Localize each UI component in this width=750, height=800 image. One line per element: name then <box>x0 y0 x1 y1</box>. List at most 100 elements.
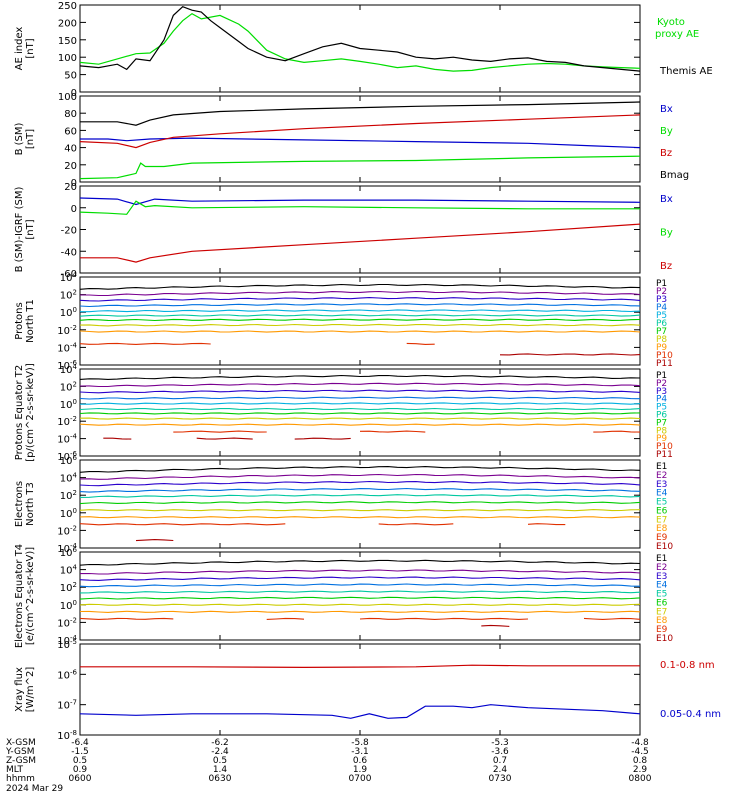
y-axis-label: Electrons Equator T4 <box>14 544 25 648</box>
legend-entry: By <box>660 228 673 239</box>
channel-line-p10 <box>593 430 641 433</box>
legend-entry: E10 <box>656 634 673 644</box>
channel-line-e2 <box>79 473 641 480</box>
legend-entry: E8 <box>656 616 668 626</box>
x-row-value: 2.9 <box>633 765 648 775</box>
y-tick-label: 102 <box>60 581 77 594</box>
y-axis-unit: [W/m^2] <box>25 667 36 713</box>
legend-entry: P5 <box>656 403 667 413</box>
x-row-value: -5.3 <box>491 738 509 748</box>
legend-entry: Bx <box>660 104 673 115</box>
y-tick-label: 10-2 <box>57 616 77 629</box>
date-label: 2024 Mar 29 <box>6 784 63 794</box>
legend-entry: P11 <box>656 450 673 460</box>
legend-entry: E6 <box>656 598 668 608</box>
y-tick-label: 100 <box>60 599 77 612</box>
channel-line-e9 <box>378 523 454 526</box>
legend-entry: P4 <box>656 395 667 405</box>
channel-line-e1 <box>79 559 641 566</box>
legend-entry: P8 <box>656 335 667 345</box>
channel-line-e8 <box>79 610 641 613</box>
y-tick-label: 100 <box>60 306 77 319</box>
y-tick-label: 106 <box>60 546 78 559</box>
legend-entry: P3 <box>656 295 667 305</box>
legend-entry: Bmag <box>660 170 689 181</box>
y-tick-label: 60 <box>64 126 77 137</box>
channel-line-e7 <box>79 603 641 606</box>
series-line-bz <box>79 114 641 149</box>
y-tick-label: 100 <box>60 507 77 520</box>
y-tick-label: 104 <box>60 271 78 284</box>
x-row-value: -5.8 <box>351 738 369 748</box>
y-tick-label: 10-6 <box>57 668 77 681</box>
series-line-bx <box>79 197 641 206</box>
series-line-bz <box>80 223 641 263</box>
series-line-by <box>79 200 640 215</box>
channel-line-p5 <box>80 402 641 405</box>
series-line-by <box>79 155 641 180</box>
channel-line-p11 <box>196 437 253 440</box>
y-tick-label: 0 <box>71 88 77 99</box>
channel-line-p9 <box>79 423 641 426</box>
y-tick-label: 100 <box>60 398 77 411</box>
y-tick-label: 10-4 <box>57 542 77 555</box>
x-row-value: 0730 <box>489 774 512 784</box>
legend-entry: E2 <box>656 471 667 481</box>
series-line-0-05-0-4-nm <box>79 704 641 719</box>
y-axis-label: AE index <box>14 27 25 71</box>
y-axis-label: Xray flux <box>14 667 25 712</box>
panel-3: -60 -40 -20 0 20 Bx By Bz <box>61 182 673 280</box>
x-row-label: Z-GSM <box>6 756 36 766</box>
legend-entry: E9 <box>656 533 668 543</box>
legend-entry: P1 <box>656 279 667 289</box>
legend-entry: E5 <box>656 590 667 600</box>
legend-entry: By <box>660 126 673 137</box>
channel-line-p10 <box>173 430 267 433</box>
legend-entry: P7 <box>656 418 667 428</box>
legend-entry: P3 <box>656 387 667 397</box>
y-tick-label: 10-2 <box>57 415 77 428</box>
channel-line-p4 <box>79 303 641 308</box>
channel-line-p7 <box>79 318 641 322</box>
channel-line-e4 <box>79 583 641 588</box>
channel-line-p11 <box>103 437 132 440</box>
x-row-value: 0800 <box>629 774 652 784</box>
channel-line-p8 <box>79 323 641 327</box>
series-line-0-1-0-8-nm <box>80 664 640 669</box>
y-tick-label: 150 <box>58 36 77 47</box>
y-tick-label: 102 <box>60 489 77 502</box>
legend-entry: P2 <box>656 287 667 297</box>
legend-entry: P6 <box>656 411 667 421</box>
y-tick-label: 102 <box>60 380 77 393</box>
x-row-value: 1.9 <box>353 765 368 775</box>
series-line-bmag <box>80 101 641 126</box>
panel-frame <box>79 643 641 736</box>
legend-entry: E7 <box>656 515 667 525</box>
channel-line-p6 <box>79 407 641 411</box>
legend-entry: E7 <box>656 607 667 617</box>
y-tick-label: -20 <box>61 226 77 237</box>
x-row-value: -6.2 <box>211 738 229 748</box>
panel-8: 0.1-0.8 nm 0.05-0.4 nm <box>79 643 721 736</box>
x-row-label: Y-GSM <box>5 747 34 757</box>
y-axis-label: Electrons <box>14 481 25 527</box>
channel-line-e2 <box>79 569 641 575</box>
y-tick-label: 10-5 <box>57 638 77 651</box>
legend-entry: E8 <box>656 524 668 534</box>
legend-entry: P2 <box>656 379 667 389</box>
legend-entry: E10 <box>656 542 673 552</box>
channel-line-e10 <box>481 624 510 627</box>
y-tick-label: 20 <box>64 161 77 172</box>
y-tick-label: 10-4 <box>57 634 77 647</box>
channel-line-p5 <box>80 309 641 313</box>
y-tick-label: 10-2 <box>57 324 77 337</box>
y-axis-label-2: North T1 <box>25 299 36 343</box>
y-axis-unit: [nT] <box>25 219 36 239</box>
y-tick-label: 10-2 <box>57 524 77 537</box>
y-tick-label: 10-7 <box>57 699 77 712</box>
y-tick-label: 10-8 <box>57 729 77 742</box>
legend-entry: P10 <box>656 351 673 361</box>
x-row-label: X-GSM <box>6 738 36 748</box>
